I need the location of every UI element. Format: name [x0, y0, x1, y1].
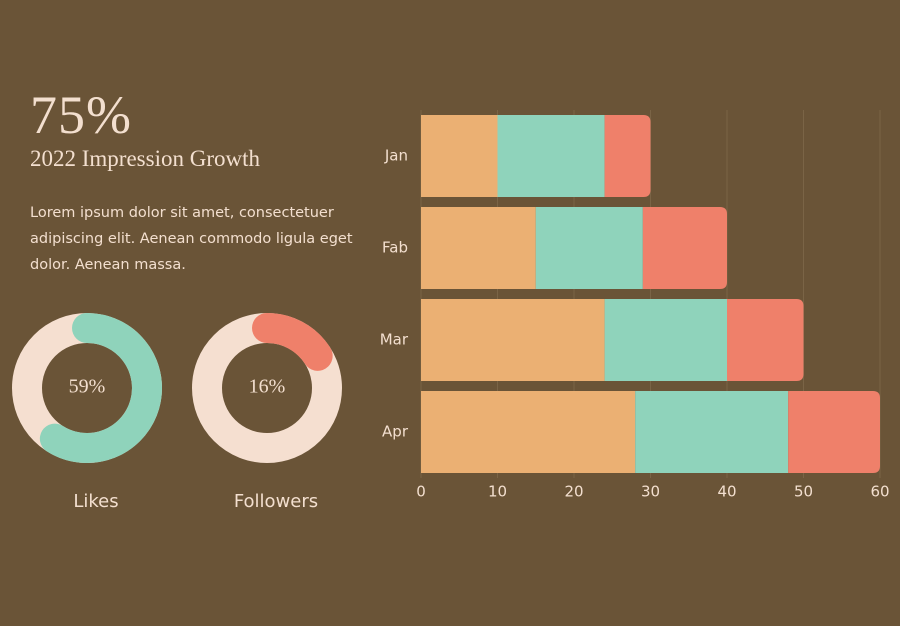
x-tick-label: 30 — [641, 483, 660, 501]
donut-title: Followers — [234, 491, 318, 512]
bar-segment — [788, 391, 880, 473]
bar-segment — [421, 207, 536, 289]
donut-arc — [39, 313, 162, 463]
bar-segment — [642, 207, 727, 289]
y-tick-label: Mar — [380, 331, 409, 349]
donut-title: Likes — [73, 491, 118, 512]
donut-value-label: 59% — [69, 376, 106, 398]
bar-segment — [535, 207, 643, 289]
headline: 75% — [30, 85, 132, 145]
bar-segment — [604, 115, 651, 197]
x-tick-label: 50 — [794, 483, 813, 501]
bar-segment — [421, 391, 636, 473]
donut-arc — [252, 313, 333, 371]
y-tick-label: Fab — [382, 239, 408, 257]
body-text: Lorem ipsum dolor sit amet, consectetuer… — [30, 205, 353, 273]
y-tick-label: Jan — [384, 147, 408, 165]
bar-segment — [727, 299, 804, 381]
x-tick-label: 0 — [416, 483, 426, 501]
y-tick-label: Apr — [382, 423, 409, 441]
bar-segment — [497, 115, 605, 197]
bar-segment — [421, 299, 605, 381]
bar-segment — [635, 391, 789, 473]
x-tick-label: 40 — [717, 483, 736, 501]
donut-value-label: 16% — [249, 376, 286, 398]
x-tick-label: 20 — [564, 483, 583, 501]
x-tick-label: 60 — [870, 483, 889, 501]
bar-segment — [421, 115, 498, 197]
bar-segment — [604, 299, 727, 381]
x-tick-label: 10 — [488, 483, 507, 501]
subtitle: 2022 Impression Growth — [30, 146, 260, 171]
